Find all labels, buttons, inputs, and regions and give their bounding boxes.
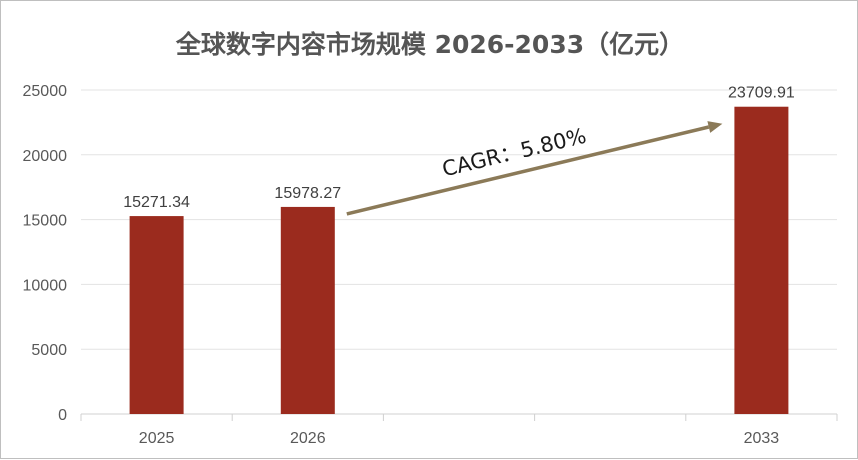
data-label: 23709.91	[728, 85, 795, 102]
y-tick-label: 5000	[31, 342, 67, 359]
y-tick-label: 20000	[23, 148, 68, 165]
bars	[129, 106, 789, 414]
bar	[280, 206, 335, 414]
y-tick-label: 10000	[23, 277, 68, 294]
y-tick-label: 0	[58, 407, 67, 424]
cagr-arrow-shaft	[346, 125, 710, 216]
cagr-arrow-head	[707, 121, 723, 133]
y-tick-label: 15000	[23, 213, 68, 230]
x-tick-label: 2025	[139, 430, 175, 447]
y-tick-label: 25000	[23, 83, 68, 100]
cagr-annotation: CAGR：5.80%	[346, 121, 723, 216]
y-axis: 0 5000 10000 15000 20000 25000	[23, 83, 68, 424]
x-tick-label: 2033	[744, 430, 780, 447]
chart-title: 全球数字内容市场规模 2026-2033（亿元）	[175, 30, 684, 59]
data-label: 15978.27	[274, 185, 341, 202]
gridlines	[81, 89, 837, 350]
x-tick-label: 2026	[290, 430, 326, 447]
data-label: 15271.34	[123, 194, 190, 211]
bar	[734, 106, 789, 414]
bar	[129, 216, 184, 414]
data-labels: 15271.34 15978.27 23709.91	[123, 85, 795, 211]
x-axis: 2025 2026 2033	[80, 413, 838, 447]
